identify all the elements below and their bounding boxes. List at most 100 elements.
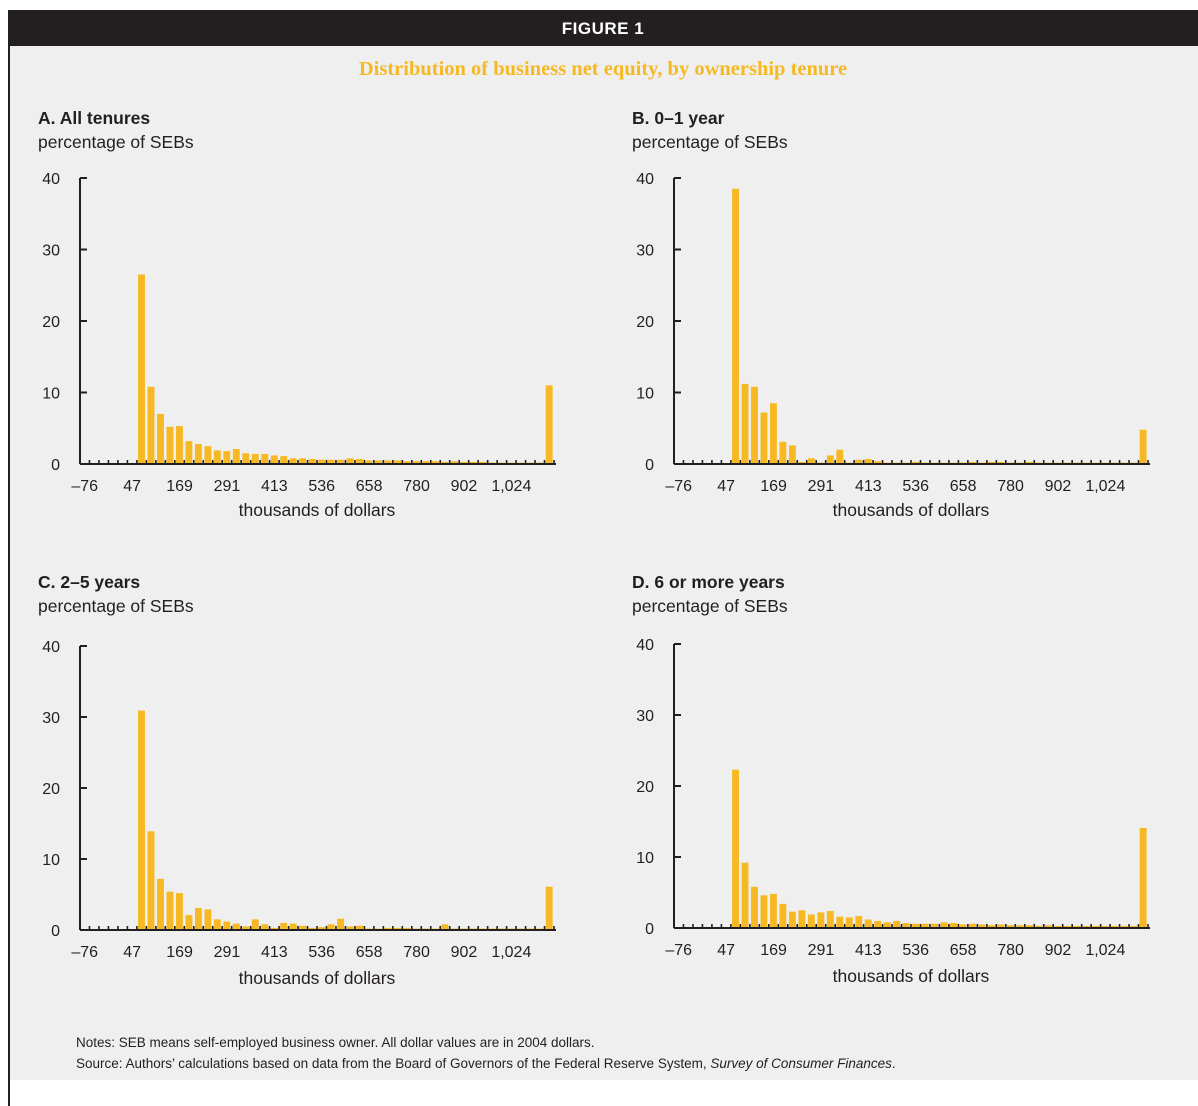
bar	[921, 923, 929, 928]
bar	[261, 453, 269, 464]
figure-header: FIGURE 1	[8, 10, 1198, 46]
bar	[479, 461, 487, 464]
bar	[213, 450, 221, 464]
x-tick-label: 413	[855, 478, 882, 495]
bar	[751, 886, 758, 928]
bar	[959, 924, 967, 928]
bar	[194, 907, 202, 930]
panel-title: A. All tenures	[38, 108, 151, 128]
bar	[251, 453, 259, 464]
x-tick-label: 413	[261, 944, 288, 961]
y-tick-label: 10	[42, 852, 60, 869]
bar	[223, 451, 231, 464]
bar	[1082, 925, 1090, 928]
bar	[469, 461, 477, 464]
bar	[157, 878, 164, 930]
bar	[308, 927, 316, 930]
bar	[1120, 925, 1128, 928]
bar	[1139, 429, 1147, 464]
bar	[836, 916, 844, 928]
bar	[147, 831, 155, 930]
x-tick-label: 902	[1045, 942, 1072, 959]
chart-a: 0 10 20 30 40 –76 47 169 291 413 536 658 780 902 1,024	[42, 171, 556, 495]
bar	[912, 461, 920, 464]
bar	[836, 449, 844, 464]
bar	[1092, 925, 1100, 928]
bar	[346, 458, 354, 464]
bar	[232, 448, 240, 464]
y-tick-label: 40	[636, 171, 654, 188]
bar	[798, 461, 806, 464]
bar	[356, 925, 363, 930]
bar	[997, 924, 1005, 928]
y-tick-label: 40	[636, 637, 654, 654]
notes-line: Notes: SEB means self-employed business …	[76, 1035, 595, 1050]
bar	[299, 925, 307, 930]
y-axis-label: percentage of SEBs	[38, 596, 194, 616]
bar	[826, 910, 834, 928]
x-tick-label: 47	[123, 944, 141, 961]
source-title: Survey of Consumer Finances	[710, 1056, 892, 1071]
bar	[545, 886, 553, 930]
bar	[394, 460, 401, 464]
source-prefix: Source: Authors’ calculations based on d…	[76, 1056, 711, 1071]
bar	[788, 445, 796, 464]
bar	[874, 461, 882, 464]
bar	[969, 923, 976, 928]
bar	[1007, 925, 1014, 928]
bar	[732, 769, 739, 928]
panel-a: A. All tenures percentage of SEBs 0 10 20 3…	[8, 108, 598, 628]
x-tick-label: 47	[123, 478, 141, 495]
bar	[845, 917, 853, 928]
panel-title: B. 0–1 year	[632, 108, 725, 128]
source-line: Source: Authors’ calculations based on d…	[76, 1053, 896, 1074]
bar	[166, 891, 174, 930]
x-tick-label: 1,024	[491, 478, 531, 495]
panel-title: D. 6 or more years	[632, 572, 785, 592]
x-tick-label: 291	[808, 478, 835, 495]
bar	[950, 923, 957, 928]
bar	[779, 903, 787, 928]
bar	[337, 459, 345, 464]
bar	[864, 458, 872, 464]
bar	[855, 915, 863, 928]
chart-d: 0 10 20 30 40 –76 47 169 291 413 536 658 780 902 1,024	[636, 637, 1150, 959]
bar	[194, 443, 202, 464]
bar	[441, 461, 449, 464]
bar	[1025, 925, 1033, 928]
x-tick-label: 291	[808, 942, 835, 959]
bar	[242, 926, 250, 930]
x-tick-label: 413	[261, 478, 288, 495]
bar	[788, 911, 796, 928]
bar	[1130, 925, 1138, 928]
x-tick-label: 780	[403, 478, 430, 495]
x-axis-label: thousands of dollars	[832, 966, 990, 986]
y-tick-label: 40	[42, 639, 60, 656]
bar	[988, 461, 995, 464]
bar	[251, 919, 259, 930]
x-tick-label: 658	[950, 942, 977, 959]
x-tick-label: 902	[451, 478, 478, 495]
bar	[931, 923, 939, 928]
bar	[940, 922, 948, 928]
x-tick-label: 1,024	[1085, 478, 1125, 495]
y-tick-label: 20	[636, 314, 654, 331]
bar	[460, 461, 468, 464]
bar	[403, 461, 411, 464]
x-tick-label: –76	[71, 944, 98, 961]
bar	[760, 895, 768, 928]
x-tick-label: 902	[451, 944, 478, 961]
x-tick-label: 780	[403, 944, 430, 961]
bar	[346, 926, 354, 930]
x-tick-label: –76	[665, 478, 692, 495]
figure-card: FIGURE 1 Distribution of business net eq…	[8, 10, 1198, 1080]
x-tick-label: 47	[717, 478, 735, 495]
chart-b: 0 10 20 30 40 –76 47 169 291 413 536 658 780 902 1,024	[636, 171, 1150, 495]
bar	[289, 458, 297, 464]
y-tick-label: 30	[636, 243, 654, 260]
x-tick-label: 169	[166, 944, 193, 961]
x-tick-label: 536	[308, 478, 335, 495]
bar	[1054, 925, 1062, 928]
bar	[779, 441, 787, 464]
bar	[318, 927, 326, 930]
